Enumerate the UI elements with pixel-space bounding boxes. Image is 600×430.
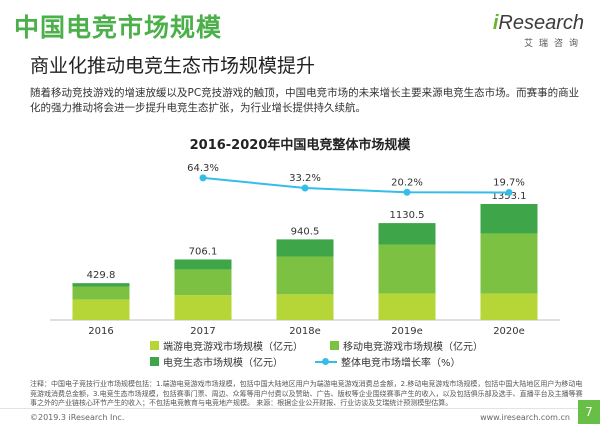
legend-label-pc: 端游电竞游戏市场规模（亿元） [163,342,303,353]
bar-segment-3-2017 [174,259,232,270]
growth-label: 33.2% [289,173,321,184]
growth-label: 20.2% [391,177,423,188]
logo-subtext: 艾瑞咨询 [523,39,584,49]
legend-swatch-growth [315,357,337,366]
legend-label-growth: 整体电竞市场增长率（%） [341,358,461,369]
bar-segment-2-2019e [378,244,436,294]
footer-copyright: ©2019.3 iResearch Inc. [30,413,125,422]
footer-website[interactable]: www.iresearch.com.cn [480,413,570,422]
stacked-bar-chart: 429.8 2016 706.1 2017 940.5 2018e 1130.5 2019e 1… [50,163,560,337]
legend-item-growth: 整体电竞市场增长率（%） [315,354,461,369]
legend-swatch-ecosystem [150,357,159,366]
legend-swatch-mobile [330,341,339,350]
x-tick-label: 2020e [493,326,525,337]
bar-segment-1-2020e [480,293,538,320]
x-tick-label: 2016 [88,326,113,337]
growth-point-2020e [505,188,513,196]
x-tick-label: 2018e [289,326,321,337]
logo-text: Research [498,12,584,34]
chart-title: 2016-2020年中国电竞整体市场规模 [189,138,411,153]
growth-point-2017 [199,174,207,182]
growth-point-2019e [403,188,411,196]
bar-segment-2-2017 [174,269,232,296]
bar-segment-2-2020e [480,233,538,294]
growth-label: 19.7% [493,177,525,188]
legend-label-mobile: 移动电竞游戏市场规模（亿元） [343,342,483,353]
bar-segment-1-2018e [276,294,334,320]
bar-segment-3-2019e [378,223,436,245]
legend-item-pc: 端游电竞游戏市场规模（亿元） [150,338,303,353]
x-tick-label: 2019e [391,326,423,337]
bar-total-label: 429.8 [87,270,116,281]
page-number: 7 [578,400,600,424]
legend-swatch-pc [150,341,159,350]
legend-label-ecosystem: 电竞生态市场规模（亿元） [163,358,283,369]
bar-total-label: 706.1 [189,246,218,257]
iresearch-logo: iResearch 艾瑞咨询 [493,12,584,49]
intro-paragraph: 随着移动竞技游戏的增速放缓以及PC竞技游戏的触顶，中国电竞市场的未来增长主要来源… [30,87,580,114]
footer-divider [0,408,600,409]
bar-total-label: 940.5 [291,226,320,237]
legend-item-mobile: 移动电竞游戏市场规模（亿元） [330,338,483,353]
footnotes: 注释：中国电子竞技行业市场规模包括：1.端游电竞游戏市场规模，包括中国大陆地区用… [30,380,583,407]
bar-total-label: 1353.1 [492,191,527,202]
bar-segment-3-2016 [72,283,130,287]
logo-i: i [492,12,499,34]
legend-item-ecosystem: 电竞生态市场规模（亿元） [150,354,283,369]
bar-segment-3-2020e [480,204,538,234]
x-tick-label: 2017 [190,326,215,337]
page-title: 中国电竞市场规模 [14,13,223,42]
bar-segment-3-2018e [276,239,334,257]
bar-segment-2-2016 [72,286,130,300]
bar-segment-1-2019e [378,293,436,320]
bar-segment-1-2017 [174,295,232,320]
bar-segment-2-2018e [276,256,334,295]
page-subtitle: 商业化推动电竞生态市场规模提升 [30,55,316,77]
bar-total-label: 1130.5 [390,210,425,221]
growth-point-2018e [301,184,309,192]
growth-rate-line [202,176,510,194]
bar-segment-1-2016 [72,299,130,320]
growth-label: 64.3% [187,163,219,174]
